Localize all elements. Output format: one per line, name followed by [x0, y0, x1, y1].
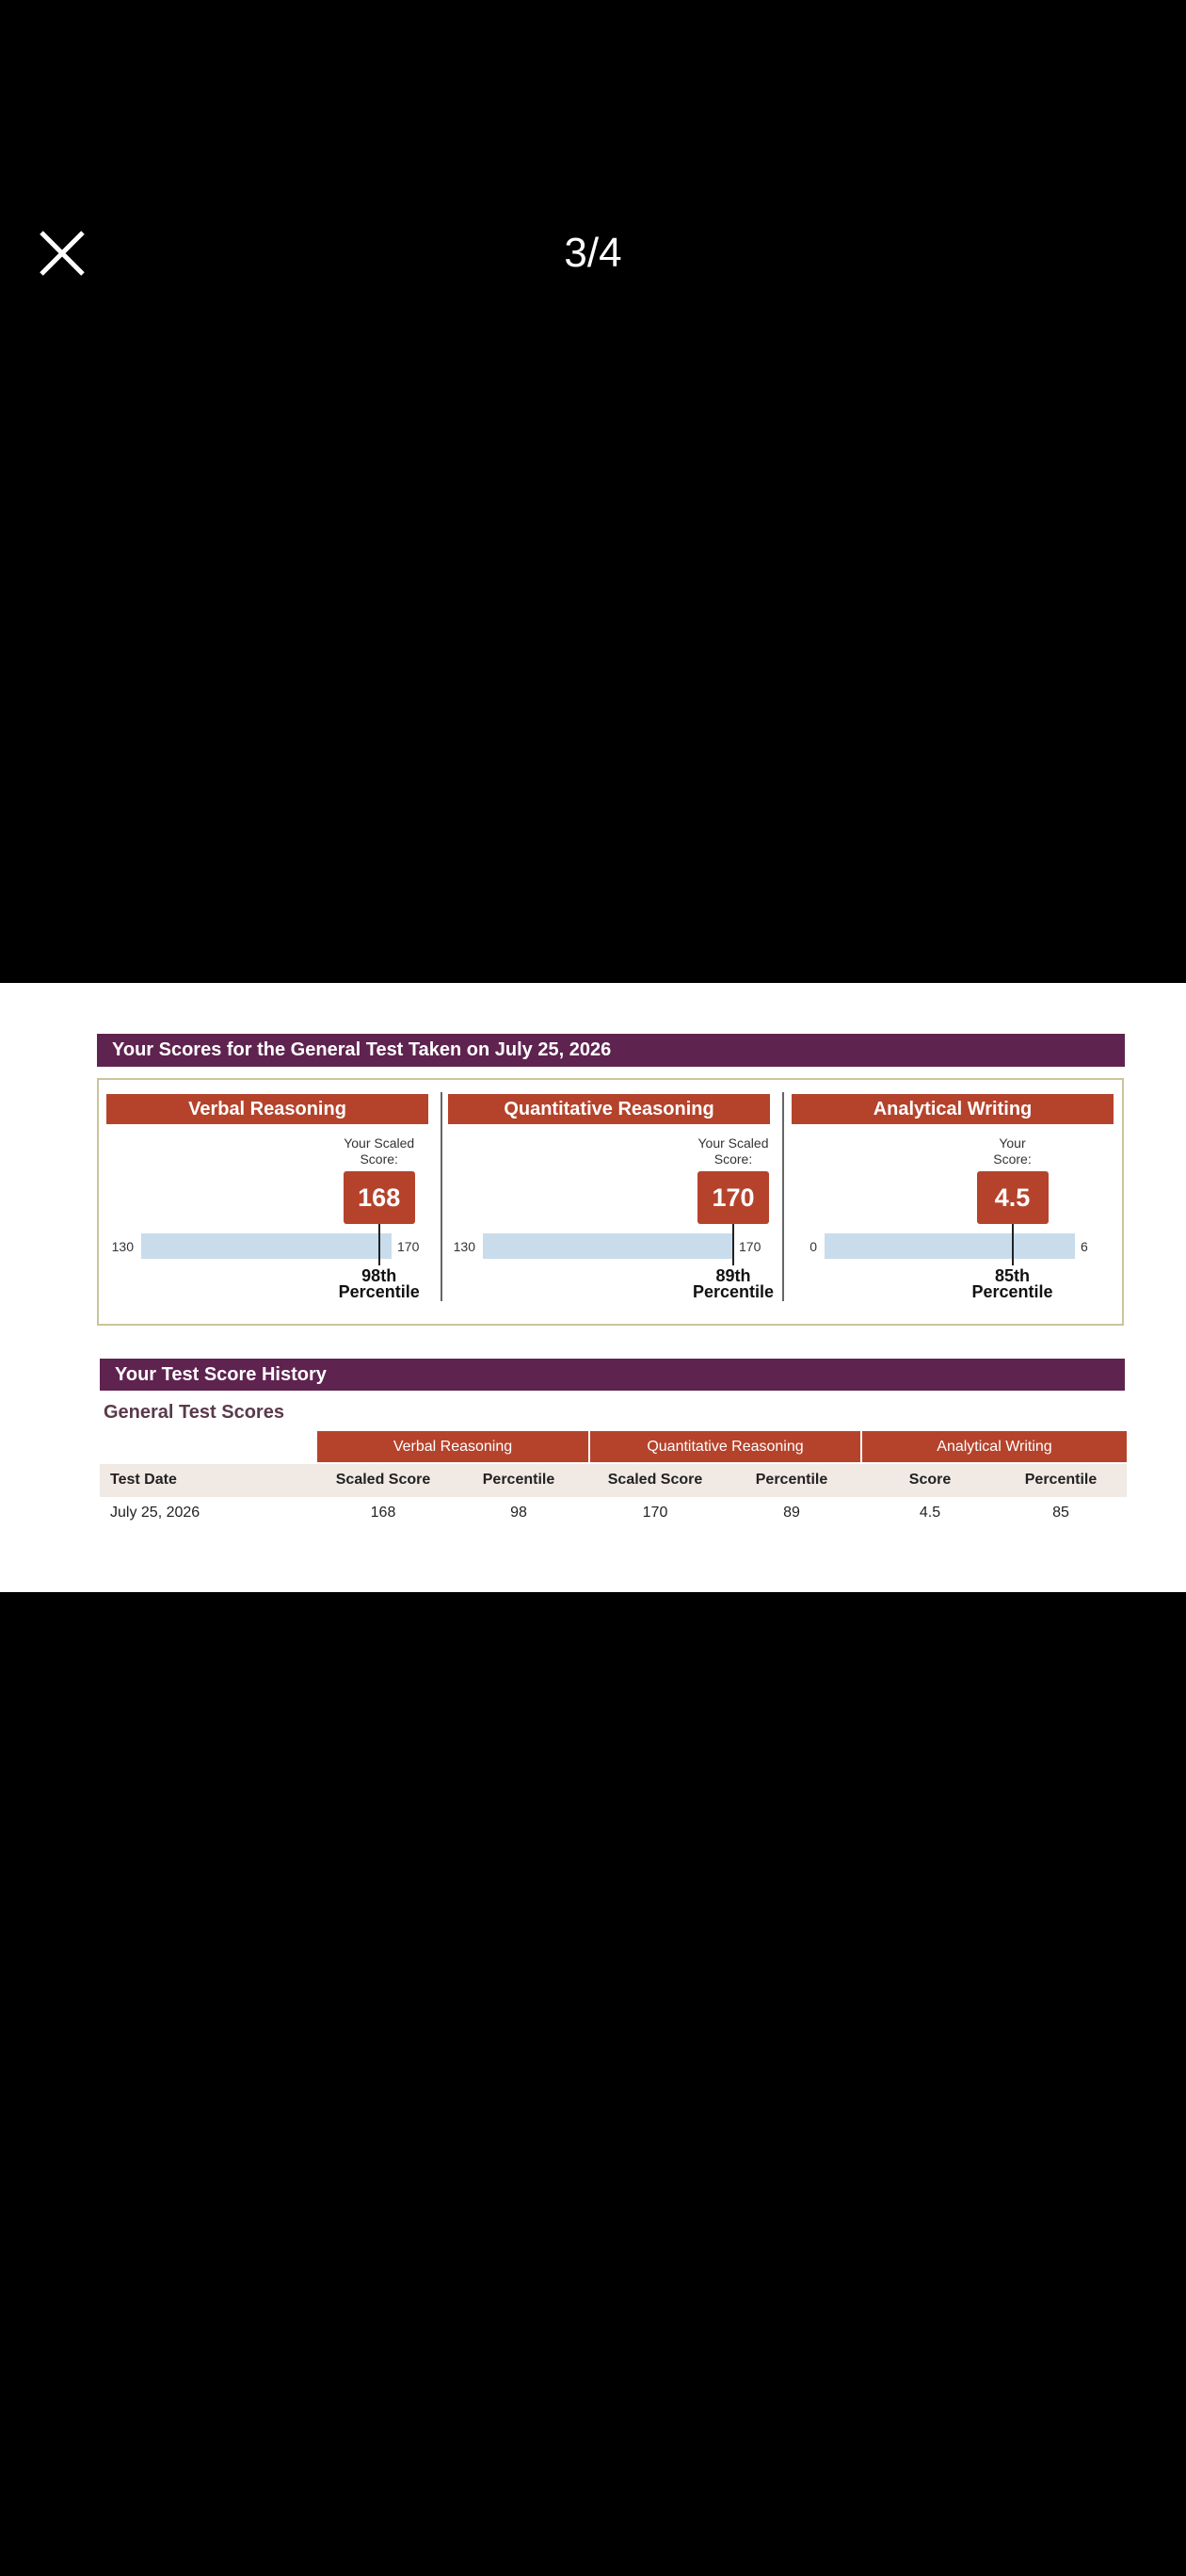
column-header: Percentile [1024, 1472, 1098, 1488]
history-subtitle: General Test Scores [104, 1402, 284, 1423]
score-box: 170 [697, 1171, 769, 1224]
percentile: 89th [715, 1266, 751, 1285]
table-cell: July 25, 2026 [110, 1505, 200, 1521]
percentile: 98th [361, 1266, 397, 1285]
scores-title-bar: Your Scores for the General Test Taken o… [97, 1034, 1125, 1067]
range-max: 170 [739, 1239, 761, 1254]
column-header: Percentile [482, 1472, 555, 1488]
column-header: Score [908, 1472, 952, 1488]
range-min: 130 [111, 1239, 134, 1254]
percentile: 85th [994, 1266, 1030, 1285]
range-min: 0 [809, 1239, 817, 1254]
percentile-caption: Percentile [692, 1282, 775, 1301]
section-header: Analytical Writing [792, 1094, 1114, 1124]
percentile-caption: Percentile [971, 1282, 1053, 1301]
range-max: 6 [1081, 1239, 1088, 1254]
panel-divider [782, 1092, 784, 1301]
scores-panel [97, 1078, 1124, 1326]
score-marker [377, 1224, 380, 1265]
table-cell: 170 [642, 1505, 668, 1521]
table-cell: 168 [370, 1505, 396, 1521]
column-header: Scaled Score [607, 1472, 703, 1488]
table-subheader-row [100, 1464, 1127, 1497]
column-group-header: Quantitative Reasoning [590, 1431, 860, 1462]
page-counter: 3/4 [564, 230, 622, 276]
panel-divider [441, 1092, 442, 1301]
column-group-header: Verbal Reasoning [317, 1431, 588, 1462]
score-marker [732, 1224, 734, 1265]
section-header: Verbal Reasoning [106, 1094, 428, 1124]
percentile-caption: Percentile [338, 1282, 420, 1301]
close-button[interactable] [38, 229, 87, 278]
table-cell: 89 [783, 1505, 800, 1521]
table-cell: 4.5 [919, 1505, 941, 1521]
column-header: Test Date [110, 1472, 177, 1488]
column-header: Percentile [755, 1472, 828, 1488]
table-cell: 98 [510, 1505, 527, 1521]
score-label: Score: [993, 1151, 1032, 1167]
score-label: Your Scaled [344, 1135, 415, 1151]
score-label: Your Scaled [697, 1135, 769, 1151]
history-title-bar: Your Test Score History [100, 1359, 1125, 1391]
score-range-bar [825, 1233, 1075, 1259]
score-box: 4.5 [976, 1171, 1049, 1224]
column-header: Scaled Score [335, 1472, 431, 1488]
score-box: 168 [343, 1171, 415, 1224]
score-range-bar [483, 1233, 733, 1259]
table-cell: 85 [1052, 1505, 1069, 1521]
column-group-header: Analytical Writing [862, 1431, 1127, 1462]
range-max: 170 [397, 1239, 420, 1254]
range-min: 130 [453, 1239, 475, 1254]
section-header: Quantitative Reasoning [448, 1094, 770, 1124]
score-range-bar [141, 1233, 392, 1259]
score-label: Score: [713, 1151, 753, 1167]
score-label: Score: [360, 1151, 398, 1167]
score-label: Your [999, 1135, 1026, 1151]
score-marker [1011, 1224, 1014, 1265]
